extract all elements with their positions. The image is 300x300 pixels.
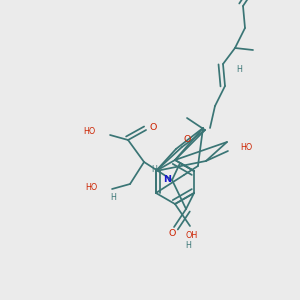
Text: N: N (163, 176, 171, 184)
Text: O: O (168, 230, 176, 238)
Text: H: H (151, 164, 157, 173)
Text: HO: HO (85, 182, 97, 191)
Text: H: H (185, 241, 191, 250)
Text: OH: OH (186, 230, 198, 239)
Text: O: O (183, 134, 190, 143)
Text: H: H (110, 194, 116, 202)
Text: HO: HO (240, 143, 252, 152)
Text: HO: HO (83, 128, 95, 136)
Text: O: O (149, 122, 157, 131)
Text: H: H (236, 65, 242, 74)
